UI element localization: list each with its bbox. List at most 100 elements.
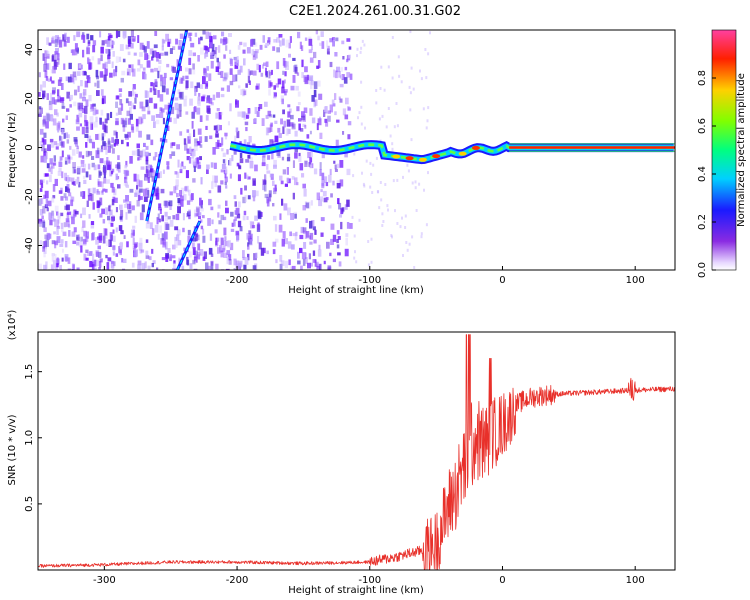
heatmap-noise-cell xyxy=(82,92,86,98)
heatmap-noise-cell xyxy=(112,229,115,234)
heatmap-noise-cell xyxy=(114,197,118,203)
heatmap-noise-cell xyxy=(194,213,199,217)
heatmap-noise-cell xyxy=(411,235,414,239)
heatmap-noise-cell xyxy=(319,169,322,177)
heatmap-noise-cell xyxy=(397,55,400,59)
heatmap-noise-cell xyxy=(101,190,104,195)
heatmap-noise-cell xyxy=(61,105,66,109)
heatmap-x-tick-label: 100 xyxy=(626,275,645,286)
heatmap-noise-cell xyxy=(102,235,106,244)
heatmap-noise-cell xyxy=(311,220,315,228)
heatmap-noise-cell xyxy=(252,195,256,202)
heatmap-noise-cell xyxy=(422,107,425,111)
heatmap-noise-cell xyxy=(101,43,104,48)
heatmap-noise-cell xyxy=(107,140,111,147)
heatmap-noise-cell xyxy=(186,156,190,161)
heatmap-noise-cell xyxy=(84,133,89,138)
heatmap-noise-cell xyxy=(281,156,285,161)
heatmap-noise-cell xyxy=(236,130,240,139)
heatmap-noise-cell xyxy=(45,173,49,177)
heatmap-noise-cell xyxy=(237,220,242,228)
heatmap-noise-cell xyxy=(90,122,94,130)
heatmap-noise-cell xyxy=(255,49,259,54)
heatmap-noise-cell xyxy=(137,35,140,43)
heatmap-noise-cell xyxy=(50,166,53,175)
heatmap-noise-cell xyxy=(305,252,307,259)
heatmap-noise-cell xyxy=(234,210,239,215)
heatmap-noise-cell xyxy=(58,167,62,172)
heatmap-noise-cell xyxy=(115,140,119,146)
colorbar-gradient xyxy=(711,29,737,271)
heatmap-noise-cell xyxy=(354,250,356,254)
heatmap-noise-cell xyxy=(332,40,335,47)
heatmap-noise-cell xyxy=(341,40,345,45)
heatmap-noise-cell xyxy=(38,198,42,206)
heatmap-noise-cell xyxy=(57,58,60,65)
heatmap-noise-cell xyxy=(329,61,333,68)
heatmap-noise-cell xyxy=(222,152,226,157)
heatmap-noise-cell xyxy=(93,164,97,171)
heatmap-noise-cell xyxy=(91,233,94,241)
heatmap-noise-cell xyxy=(45,239,49,247)
heatmap-noise-cell xyxy=(52,54,56,61)
heatmap-noise-cell xyxy=(278,132,282,138)
heatmap-noise-cell xyxy=(163,200,168,206)
heatmap-noise-cell xyxy=(244,195,247,203)
heatmap-noise-cell xyxy=(58,190,63,194)
heatmap-noise-cell xyxy=(80,245,83,253)
heatmap-noise-cell xyxy=(233,195,237,200)
heatmap-noise-cell xyxy=(39,141,43,146)
heatmap-noise-cell xyxy=(75,179,79,185)
heatmap-noise-cell xyxy=(63,63,66,70)
heatmap-noise-cell xyxy=(286,119,291,127)
colorbar-tick-label: 0.6 xyxy=(697,118,708,134)
heatmap-noise-cell xyxy=(290,85,295,91)
heatmap-noise-cell xyxy=(43,148,47,153)
heatmap-noise-cell xyxy=(191,121,194,129)
heatmap-noise-cell xyxy=(409,30,412,34)
heatmap-noise-cell xyxy=(291,265,296,270)
heatmap-noise-cell xyxy=(81,168,86,173)
heatmap-noise-cell xyxy=(61,102,65,109)
heatmap-noise-cell xyxy=(141,118,144,124)
colorbar-tick-label: 0.0 xyxy=(697,262,708,278)
heatmap-noise-cell xyxy=(185,170,189,179)
heatmap-noise-cell xyxy=(360,122,363,126)
heatmap-noise-cell xyxy=(330,238,334,245)
heatmap-noise-cell xyxy=(341,207,345,212)
heatmap-noise-cell xyxy=(288,108,292,113)
heatmap-noise-cell xyxy=(203,45,207,51)
heatmap-noise-cell xyxy=(178,65,182,72)
heatmap-noise-cell xyxy=(135,93,138,98)
heatmap-noise-cell xyxy=(164,222,169,231)
heatmap-noise-cell xyxy=(73,101,77,107)
heatmap-noise-cell xyxy=(239,226,243,232)
heatmap-noise-cell xyxy=(122,120,127,128)
heatmap-noise-cell xyxy=(222,159,225,164)
heatmap-noise-cell xyxy=(43,115,47,124)
heatmap-noise-cell xyxy=(344,204,348,210)
heatmap-noise-cell xyxy=(49,76,52,81)
heatmap-noise-cell xyxy=(215,133,219,138)
heatmap-noise-cell xyxy=(212,94,216,101)
heatmap-noise-cell xyxy=(113,139,116,145)
heatmap-noise-cell xyxy=(244,185,247,191)
heatmap-noise-cell xyxy=(146,169,149,177)
heatmap-noise-cell xyxy=(85,142,88,148)
heatmap-noise-cell xyxy=(129,156,133,164)
heatmap-noise-cell xyxy=(108,239,112,247)
heatmap-noise-cell xyxy=(70,199,74,207)
heatmap-noise-cell xyxy=(218,112,222,120)
heatmap-noise-cell xyxy=(336,244,340,249)
heatmap-noise-cell xyxy=(295,85,299,91)
heatmap-noise-cell xyxy=(398,74,401,78)
heatmap-noise-cell xyxy=(158,53,161,59)
heatmap-noise-cell xyxy=(237,174,241,182)
heatmap-noise-cell xyxy=(60,239,64,244)
heatmap-noise-cell xyxy=(66,108,70,112)
heatmap-noise-cell xyxy=(142,149,146,157)
heatmap-noise-cell xyxy=(318,244,321,250)
heatmap-noise-cell xyxy=(159,225,162,233)
heatmap-noise-cell xyxy=(202,30,206,35)
heatmap-noise-cell xyxy=(308,38,313,46)
